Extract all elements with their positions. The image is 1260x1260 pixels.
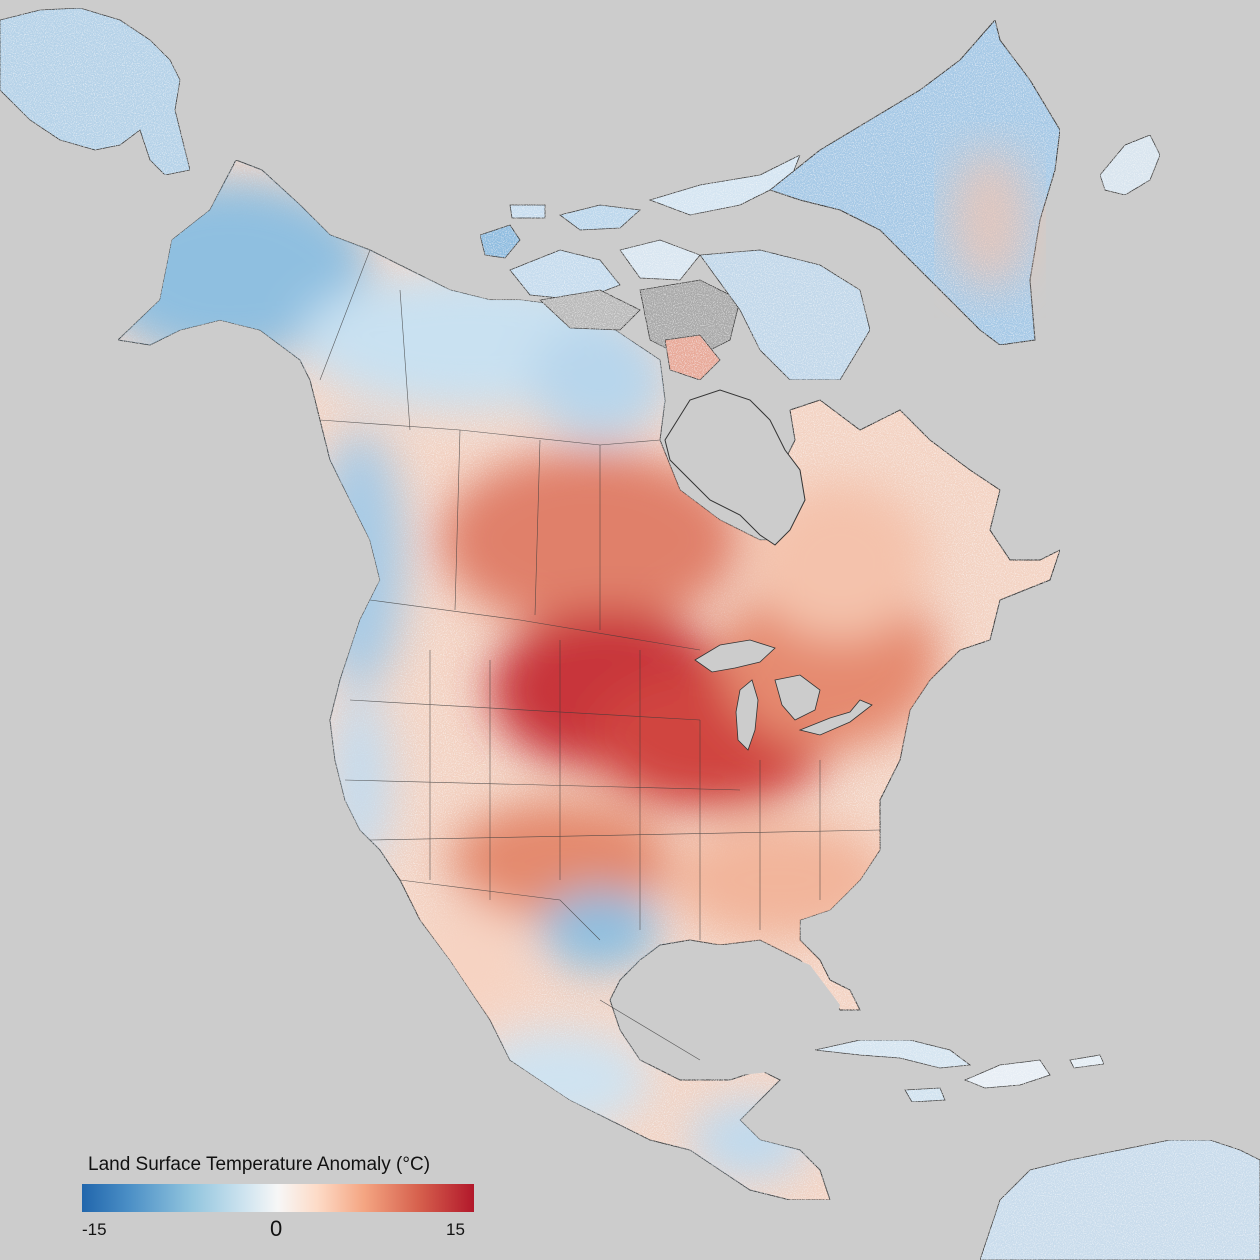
caribbean-islands [814, 1039, 1105, 1103]
legend-min-label: -15 [82, 1220, 107, 1239]
legend: Land Surface Temperature Anomaly (°C) -1… [82, 1152, 474, 1242]
gulf-of-mexico [618, 945, 840, 1075]
chukotka-landmass [0, 7, 191, 176]
south-america-landmass [979, 1139, 1260, 1260]
greenland-east-warm [950, 150, 1030, 290]
lake-huron [774, 674, 821, 721]
political-borders [319, 249, 881, 1061]
lake-superior [694, 639, 776, 673]
lake-michigan [735, 679, 759, 751]
arctic-archipelago [479, 154, 871, 381]
lake-erie-ontario [798, 699, 873, 736]
iceland-landmass [1099, 134, 1161, 196]
hudson-bay [664, 389, 806, 546]
legend-max-label: 15 [446, 1220, 465, 1239]
legend-mid-label: 0 [270, 1216, 283, 1241]
legend-title: Land Surface Temperature Anomaly (°C) [88, 1154, 431, 1175]
legend-color-bar [82, 1184, 474, 1212]
